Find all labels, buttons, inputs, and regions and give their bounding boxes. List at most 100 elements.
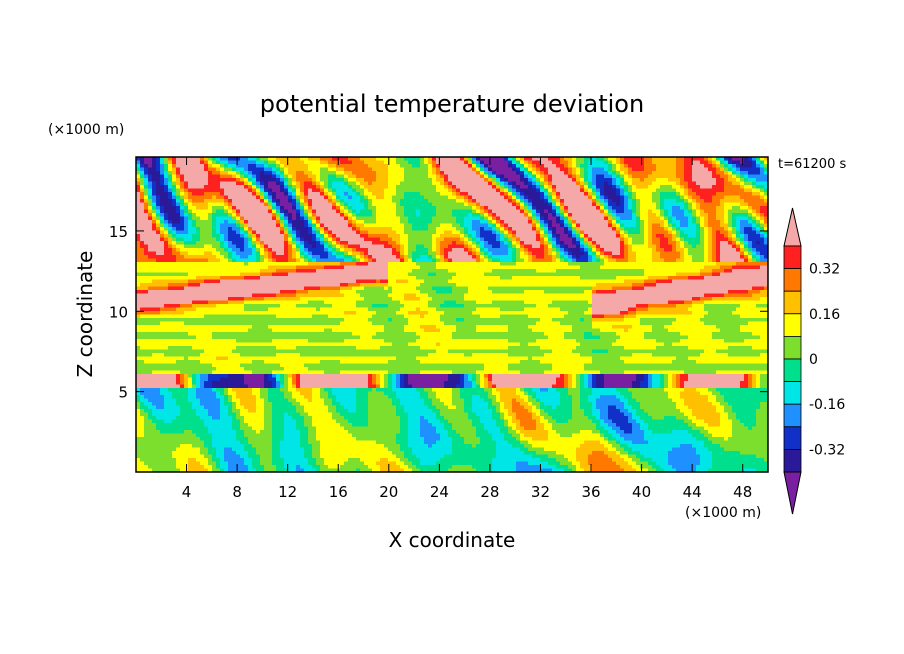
contour-cell <box>172 234 177 238</box>
contour-cell <box>692 167 697 172</box>
contour-cell <box>740 185 745 189</box>
contour-cell <box>296 255 301 259</box>
contour-cell <box>392 178 397 182</box>
contour-cell <box>572 188 577 193</box>
contour-cell <box>736 178 741 182</box>
contour-cell <box>256 199 261 203</box>
contour-cell <box>164 241 169 245</box>
contour-cell <box>196 216 201 221</box>
contour-cell <box>336 230 341 235</box>
contour-cell <box>392 223 397 228</box>
contour-cell <box>388 248 393 252</box>
contour-cell <box>368 188 373 193</box>
contour-cell <box>604 237 609 242</box>
contour-cell <box>596 241 601 245</box>
contour-cell <box>452 248 457 252</box>
contour-cell <box>288 248 293 252</box>
contour-cell <box>144 213 149 217</box>
contour-cell <box>312 248 317 252</box>
contour-cell <box>460 195 465 200</box>
contour-cell <box>760 237 765 242</box>
contour-cell <box>276 188 281 193</box>
contour-cell <box>240 167 245 172</box>
contour-cell <box>292 164 297 168</box>
contour-cell <box>524 167 529 172</box>
contour-cell <box>452 199 457 203</box>
contour-cell <box>464 178 469 182</box>
contour-cell <box>744 223 749 228</box>
contour-cell <box>428 206 433 210</box>
contour-cell <box>332 167 337 172</box>
contour-cell <box>724 220 729 224</box>
contour-cell <box>748 213 753 217</box>
contour-cell <box>168 262 173 266</box>
contour-cell <box>564 202 569 207</box>
contour-cell <box>644 234 649 238</box>
contour-cell <box>296 160 301 165</box>
contour-cell <box>356 255 361 259</box>
contour-cell <box>336 195 341 200</box>
contour-cell <box>640 223 645 228</box>
contour-cell <box>136 195 141 200</box>
contour-cell <box>396 230 401 235</box>
contour-cell <box>668 213 673 217</box>
contour-cell <box>560 181 565 186</box>
contour-cell <box>172 174 177 179</box>
contour-cell <box>588 167 593 172</box>
contour-cell <box>616 237 621 242</box>
contour-cell <box>748 227 753 231</box>
contour-cell <box>396 227 401 231</box>
contour-cell <box>392 244 397 249</box>
contour-cell <box>452 213 457 217</box>
contour-cell <box>244 255 249 259</box>
contour-cell <box>700 192 705 196</box>
contour-cell <box>516 192 521 196</box>
contour-cell <box>556 248 561 252</box>
contour-cell <box>748 230 753 235</box>
contour-cell <box>264 213 269 217</box>
contour-cell <box>604 227 609 231</box>
contour-cell <box>264 164 269 168</box>
contour-cell <box>596 227 601 231</box>
contour-cell <box>512 248 517 252</box>
contour-cell <box>528 171 533 175</box>
contour-cell <box>268 227 273 231</box>
contour-cell <box>380 237 385 242</box>
contour-cell <box>520 227 525 231</box>
contour-cell <box>260 234 265 238</box>
contour-cell <box>284 192 289 196</box>
contour-cell <box>424 206 429 210</box>
contour-cell <box>452 171 457 175</box>
contour-cell <box>364 192 369 196</box>
contour-cell <box>144 188 149 193</box>
contour-cell <box>460 262 465 266</box>
contour-cell <box>580 188 585 193</box>
contour-cell <box>368 241 373 245</box>
contour-cell <box>600 188 605 193</box>
contour-cell <box>180 188 185 193</box>
contour-cell <box>340 174 345 179</box>
contour-cell <box>396 199 401 203</box>
contour-cell <box>440 206 445 210</box>
contour-cell <box>264 244 269 249</box>
contour-cell <box>392 255 397 259</box>
contour-cell <box>192 237 197 242</box>
contour-cell <box>480 202 485 207</box>
contour-cell <box>652 227 657 231</box>
contour-cell <box>320 237 325 242</box>
contour-cell <box>180 251 185 256</box>
contour-cell <box>608 188 613 193</box>
contour-cell <box>264 174 269 179</box>
contour-cell <box>420 202 425 207</box>
contour-cell <box>248 164 253 168</box>
contour-cell <box>412 157 417 161</box>
contour-cell <box>152 258 157 263</box>
contour-cell <box>600 160 605 165</box>
contour-cell <box>600 213 605 217</box>
contour-cell <box>560 262 565 266</box>
contour-cell <box>224 213 229 217</box>
contour-cell <box>604 195 609 200</box>
contour-cell <box>400 262 405 266</box>
contour-cell <box>276 157 281 161</box>
contour-cell <box>292 244 297 249</box>
